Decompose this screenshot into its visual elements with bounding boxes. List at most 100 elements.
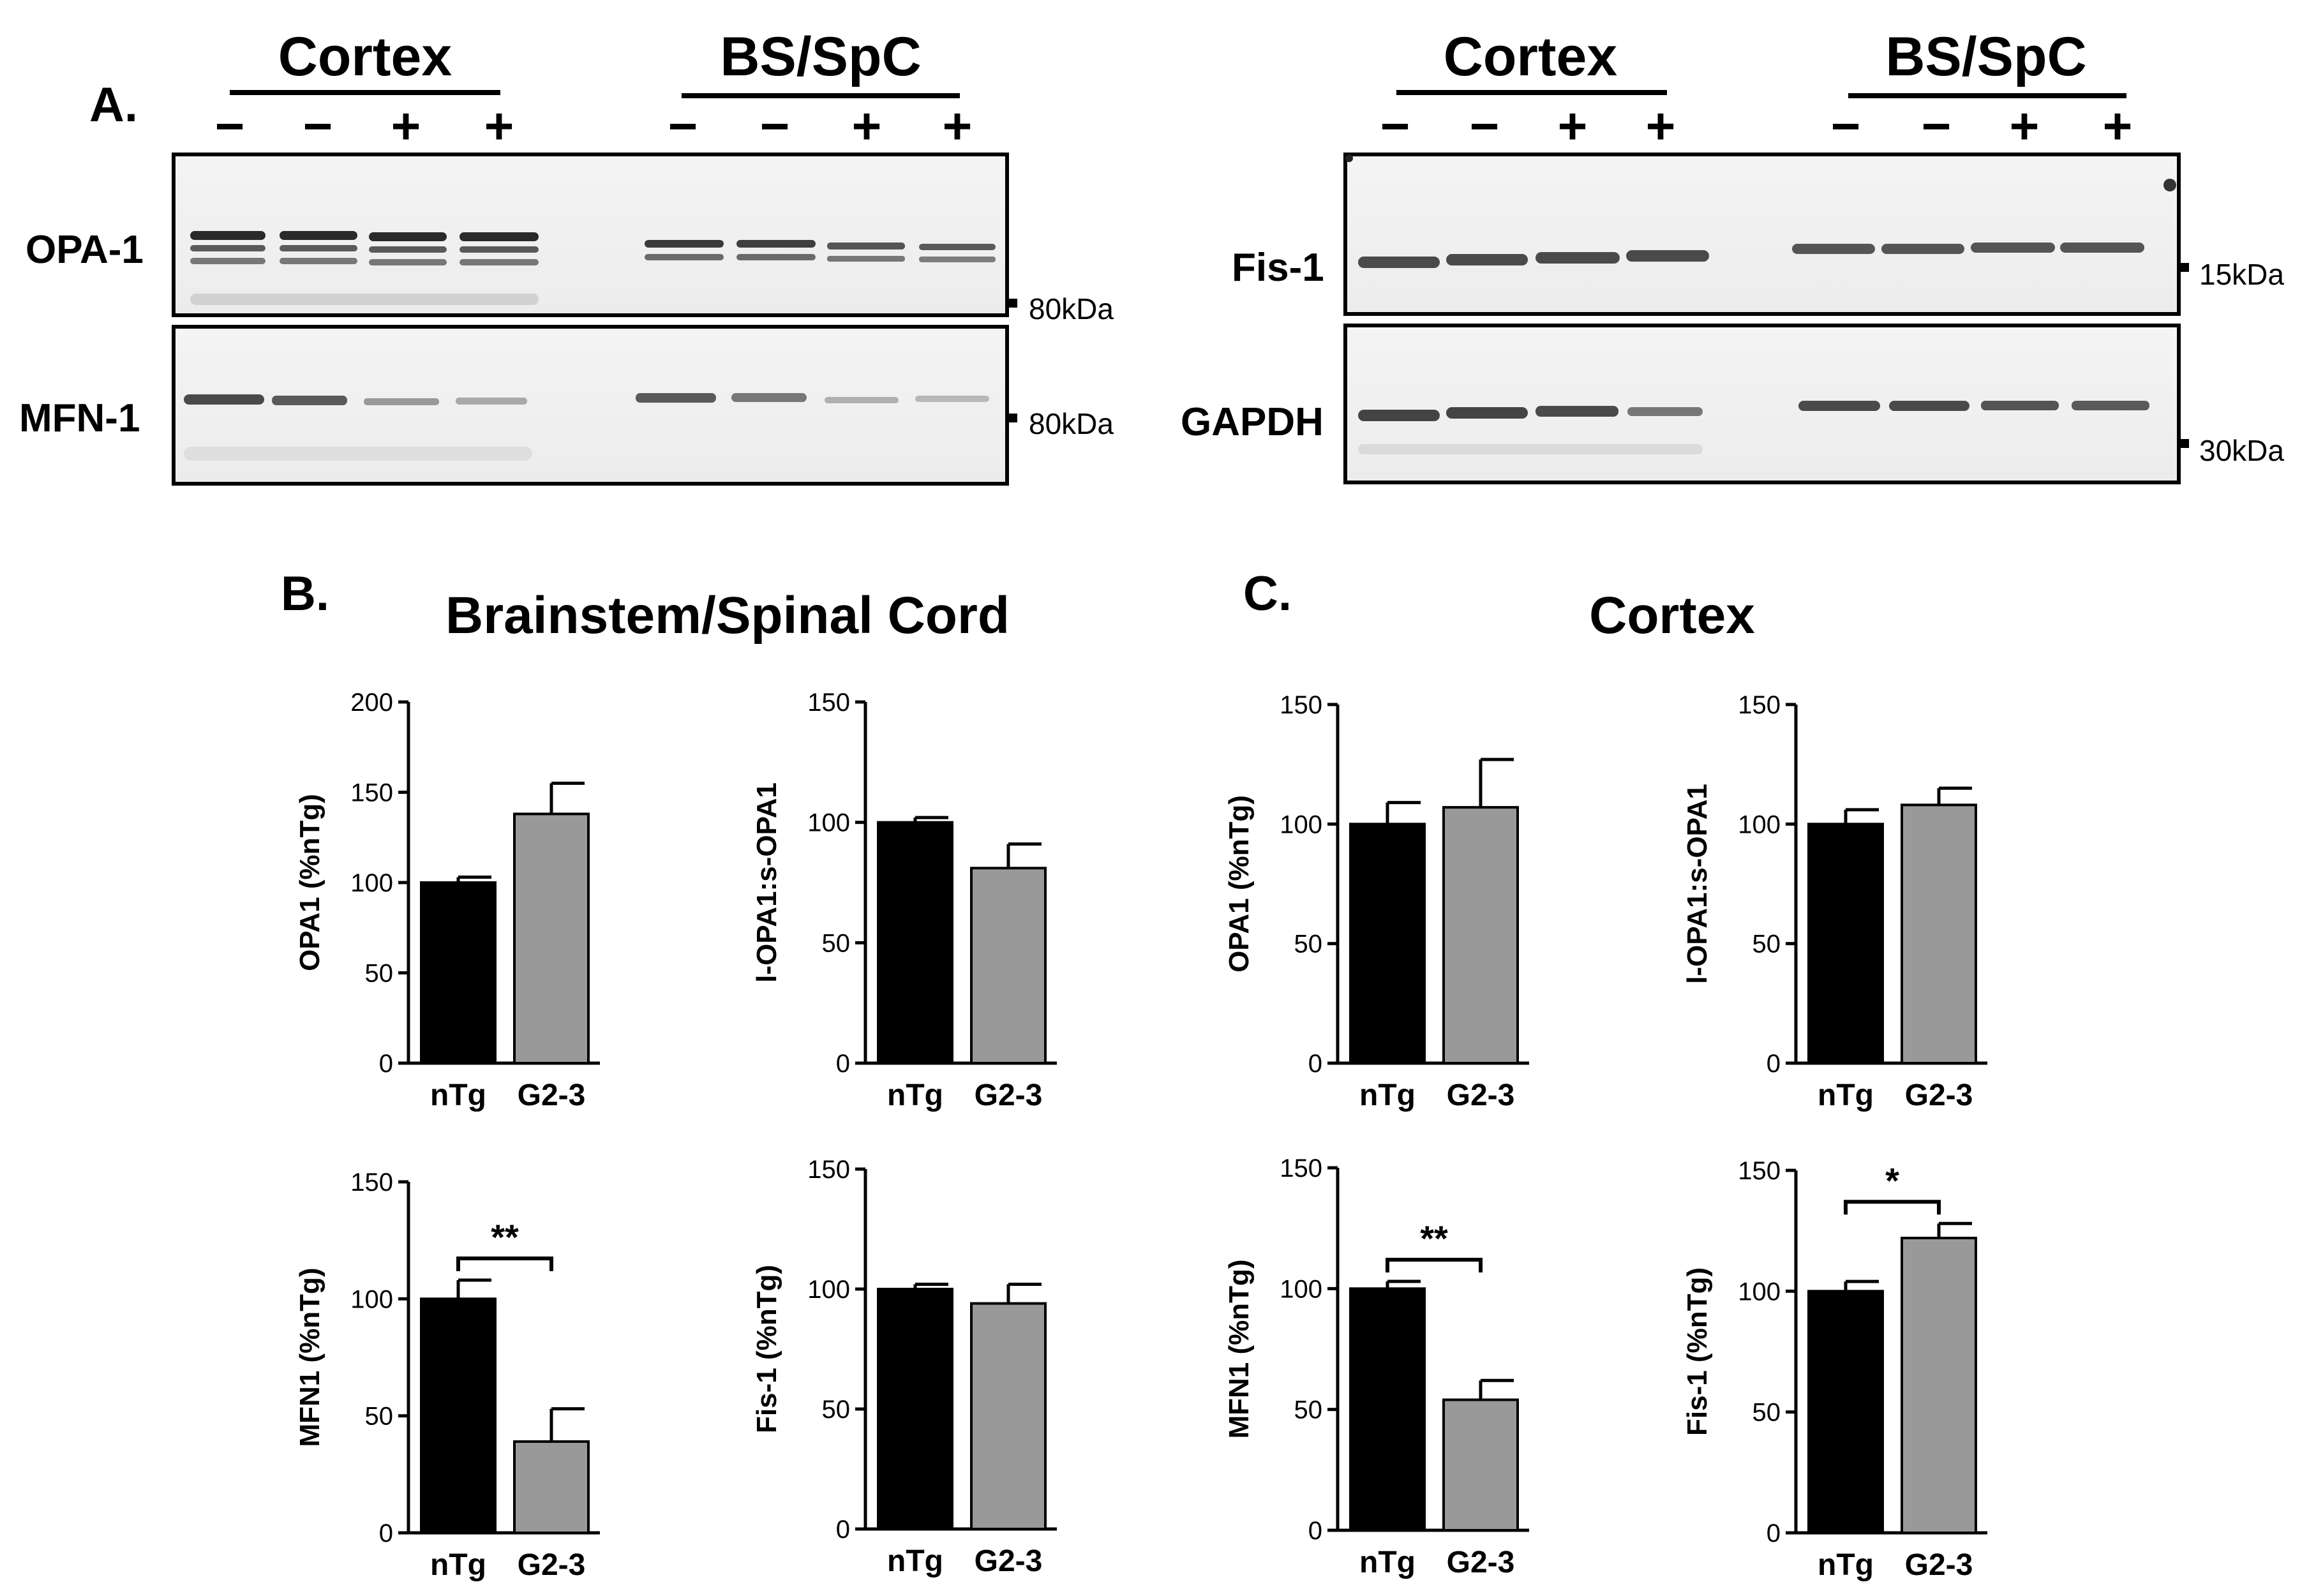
bar-g2-3 <box>970 867 1047 1064</box>
category-label: G2-3 <box>975 1544 1043 1578</box>
y-axis-label: MFN1 (%nTg) <box>1223 1259 1255 1438</box>
y-axis-label: Fis-1 (%nTg) <box>751 1265 782 1433</box>
bar-ntg <box>420 881 497 1064</box>
bar-ntg <box>1349 1287 1426 1532</box>
chart-b3: 0 50 100 150 MFN1 (%nTg) nTg G2-3 ** <box>294 1168 600 1582</box>
category-label: nTg <box>1359 1546 1416 1579</box>
y-tick-label: 150 <box>807 689 850 717</box>
y-tick-label: 150 <box>1738 691 1781 719</box>
y-tick-label: 0 <box>379 1519 393 1548</box>
left-lane-sign-1: − <box>215 98 245 154</box>
category-label: nTg <box>1359 1078 1416 1112</box>
bar-g2-3 <box>1901 803 1977 1064</box>
panel-a-letter: A. <box>89 78 138 132</box>
chart-c4: 0 50 100 150 Fis-1 (%nTg) nTg G2-3 * <box>1682 1157 1987 1582</box>
significance-label: ** <box>1420 1218 1448 1258</box>
panel-c-letter: C. <box>1243 567 1292 621</box>
bar-ntg <box>420 1297 497 1535</box>
category-label: nTg <box>1818 1078 1874 1112</box>
category-label: G2-3 <box>1447 1546 1515 1579</box>
y-tick-label: 50 <box>1752 1399 1781 1427</box>
category-label: nTg <box>887 1544 943 1578</box>
y-axis-label: l-OPA1:s-OPA1 <box>751 782 782 983</box>
y-tick-label: 150 <box>350 1168 393 1197</box>
panel-b-title: Brainstem/Spinal Cord <box>445 586 1010 645</box>
bar-ntg <box>1349 823 1426 1065</box>
right-lane-sign-7: + <box>2010 98 2040 154</box>
marker-label-gapdh: 30kDa <box>2199 434 2284 467</box>
y-axis-label: l-OPA1:s-OPA1 <box>1682 784 1713 984</box>
left-group-label-bsspc: BS/SpC <box>720 26 921 87</box>
bar-g2-3 <box>1442 806 1519 1065</box>
y-tick-label: 100 <box>1738 810 1781 839</box>
y-tick-label: 50 <box>1294 930 1323 958</box>
y-tick-label: 150 <box>1738 1157 1781 1185</box>
left-lane-sign-5: − <box>668 98 698 154</box>
right-lane-sign-5: − <box>1831 98 1861 154</box>
blot-opa1: OPA-1 <box>26 153 1114 325</box>
y-tick-label: 100 <box>350 1285 393 1313</box>
y-tick-label: 50 <box>822 929 851 957</box>
y-tick-label: 100 <box>1280 1275 1322 1303</box>
category-label: nTg <box>887 1078 943 1112</box>
panel-a: A. Cortex BS/SpC − − + + − − + + OPA-1 <box>19 26 2284 486</box>
left-lane-sign-4: + <box>484 98 514 154</box>
blot-label-fis1: Fis-1 <box>1232 246 1324 290</box>
y-tick-label: 0 <box>1767 1519 1781 1548</box>
left-lane-sign-8: + <box>943 98 973 154</box>
blot-label-gapdh: GAPDH <box>1181 400 1324 444</box>
significance-bracket <box>456 1257 553 1271</box>
left-lane-sign-2: − <box>303 98 333 154</box>
y-tick-label: 150 <box>1280 691 1322 719</box>
right-blot-header: Cortex BS/SpC − − + + − − + + <box>1380 26 2133 154</box>
chart-c2: 0 50 100 150 l-OPA1:s-OPA1 nTg G2-3 <box>1682 691 1987 1112</box>
chart-b1: 0 50 100 150 200 OPA1 (%nTg) nTg G2-3 <box>294 689 600 1112</box>
y-tick-label: 100 <box>807 809 850 837</box>
y-tick-label: 50 <box>1752 930 1781 958</box>
y-tick-label: 100 <box>1738 1278 1781 1306</box>
y-tick-label: 0 <box>379 1050 393 1078</box>
blot-mfn1: MFN-1 80kDa <box>19 325 1114 486</box>
marker-label-mfn1: 80kDa <box>1029 407 1114 440</box>
bar-g2-3 <box>1442 1398 1519 1532</box>
category-label: G2-3 <box>518 1548 586 1582</box>
right-group-label-bsspc: BS/SpC <box>1885 26 2086 87</box>
bar-ntg <box>1807 1290 1884 1535</box>
right-lane-sign-1: − <box>1380 98 1410 154</box>
left-lane-sign-3: + <box>391 98 421 154</box>
left-blot-header: Cortex BS/SpC − − + + − − + + <box>215 26 973 154</box>
y-tick-label: 0 <box>836 1516 850 1544</box>
significance-bracket <box>1386 1257 1483 1272</box>
chart-b4: 0 50 100 150 Fis-1 (%nTg) nTg G2-3 <box>751 1156 1057 1578</box>
y-tick-label: 100 <box>1280 810 1322 839</box>
bar-ntg <box>1807 823 1884 1065</box>
chart-c3: 0 50 100 150 MFN1 (%nTg) nTg G2-3 ** <box>1223 1154 1529 1579</box>
opa1-bands <box>190 231 996 305</box>
y-tick-label: 50 <box>1294 1396 1323 1424</box>
significance-bracket <box>1844 1200 1941 1215</box>
marker-tick-mfn1 <box>1008 414 1017 422</box>
bar-g2-3 <box>513 812 590 1064</box>
right-lane-sign-3: + <box>1558 98 1588 154</box>
y-axis-label: Fis-1 (%nTg) <box>1682 1267 1713 1436</box>
fis1-bands <box>1345 154 2176 268</box>
blot-label-mfn1: MFN-1 <box>19 396 140 440</box>
marker-tick-opa1 <box>1008 299 1017 308</box>
y-axis-label: MFN1 (%nTg) <box>294 1267 325 1447</box>
y-axis-label: OPA1 (%nTg) <box>1223 795 1255 973</box>
blot-fis1: Fis-1 15kDa <box>1232 153 2284 316</box>
blot-gapdh: GAPDH 30kDa <box>1181 324 2284 484</box>
bar-g2-3 <box>513 1440 590 1534</box>
panel-c-title: Cortex <box>1589 586 1755 645</box>
y-tick-label: 100 <box>807 1276 850 1304</box>
significance-label: ** <box>491 1217 519 1257</box>
panel-b-letter: B. <box>281 567 329 621</box>
chart-c1: 0 50 100 150 OPA1 (%nTg) nTg G2-3 <box>1223 691 1529 1112</box>
marker-tick-gapdh <box>2180 439 2189 448</box>
y-tick-label: 150 <box>350 779 393 807</box>
left-lane-sign-7: + <box>852 98 882 154</box>
marker-tick-fis1 <box>2180 263 2189 272</box>
blot-label-opa1: OPA-1 <box>26 228 144 272</box>
right-lane-sign-8: + <box>2103 98 2133 154</box>
